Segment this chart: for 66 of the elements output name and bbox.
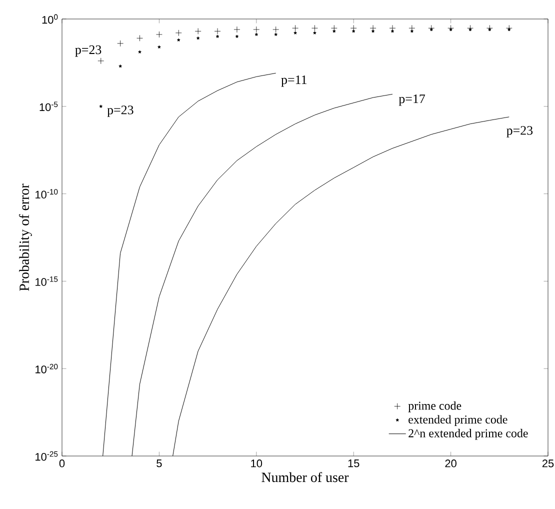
point xyxy=(294,31,297,34)
point xyxy=(350,24,357,32)
point xyxy=(430,28,433,31)
y-tick-label: 10$^{-10}$ xyxy=(36,189,58,199)
point xyxy=(389,24,396,32)
annotation: p=11 xyxy=(281,75,306,87)
point xyxy=(352,30,356,33)
x-tick-label: 5 xyxy=(156,460,162,468)
legend-label: 2^n extended prime code xyxy=(408,428,528,440)
point xyxy=(196,36,200,40)
point xyxy=(216,34,220,38)
annotation: p=23 xyxy=(107,106,134,117)
x-tick-label: 20 xyxy=(445,460,456,468)
point xyxy=(371,30,375,33)
point xyxy=(158,45,161,48)
point xyxy=(118,64,122,68)
point xyxy=(508,28,511,31)
point xyxy=(156,31,162,38)
point xyxy=(117,40,124,47)
y-tick-label: 10$^{-5}$ xyxy=(40,102,58,112)
point xyxy=(274,32,278,36)
y-tick-label: 10$^{0}$ xyxy=(42,14,58,24)
point xyxy=(467,24,474,32)
annotation: p=17 xyxy=(398,94,426,106)
point xyxy=(332,30,336,33)
point xyxy=(235,34,239,38)
point xyxy=(292,24,298,32)
point xyxy=(488,28,492,31)
x-tick-label: 15 xyxy=(348,460,360,468)
point xyxy=(330,24,338,32)
point xyxy=(449,28,452,31)
annotation: p=23 xyxy=(75,45,102,57)
legend-label: prime code xyxy=(408,401,462,412)
point xyxy=(234,26,240,33)
point xyxy=(390,30,394,33)
point xyxy=(408,24,416,32)
point xyxy=(468,28,472,31)
point xyxy=(175,30,182,36)
point xyxy=(410,30,414,33)
point xyxy=(312,24,318,32)
point xyxy=(214,28,221,34)
y-axis-title: Probability of error xyxy=(19,184,32,291)
x-tick-label: 10 xyxy=(251,460,262,468)
point xyxy=(136,34,143,42)
point xyxy=(272,26,280,33)
point xyxy=(177,38,180,42)
point xyxy=(99,104,102,108)
point xyxy=(313,31,316,34)
point xyxy=(253,26,260,33)
point xyxy=(506,24,512,32)
y-tick-label: 10$^{-15}$ xyxy=(36,276,58,286)
x-tick-label: 25 xyxy=(542,460,554,468)
legend-label: extended prime code xyxy=(408,415,508,426)
annotation: p=23 xyxy=(506,126,533,138)
point xyxy=(98,58,104,64)
point xyxy=(138,50,142,54)
y-tick-label: 10$^{-25}$ xyxy=(36,451,58,461)
point xyxy=(254,32,258,36)
point xyxy=(486,24,493,32)
x-axis-title: Number of user xyxy=(262,472,349,482)
point xyxy=(194,28,202,34)
x-tick-label: 0 xyxy=(59,460,65,468)
point xyxy=(448,24,454,32)
point xyxy=(428,24,435,32)
point xyxy=(370,24,376,32)
y-tick-label: 10$^{-20}$ xyxy=(36,364,58,374)
